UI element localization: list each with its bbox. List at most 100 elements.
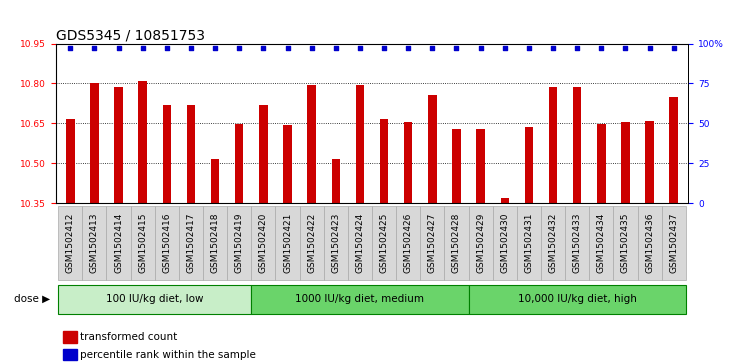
Point	[137, 45, 149, 51]
Bar	[525, 127, 533, 203]
Bar	[138, 81, 147, 203]
Bar	[621, 122, 629, 203]
Text: GSM1502435: GSM1502435	[621, 213, 630, 273]
Bar	[670, 97, 678, 203]
Point	[161, 45, 173, 51]
Text: GSM1502422: GSM1502422	[307, 213, 316, 273]
Text: GSM1502414: GSM1502414	[114, 213, 123, 273]
Bar	[661, 207, 686, 280]
Bar	[597, 124, 606, 203]
Bar	[356, 85, 364, 203]
Text: 1000 IU/kg diet, medium: 1000 IU/kg diet, medium	[295, 294, 424, 304]
Bar	[549, 87, 557, 203]
Text: GSM1502423: GSM1502423	[331, 213, 340, 273]
Bar	[259, 105, 268, 203]
Bar	[115, 87, 123, 203]
Text: GSM1502425: GSM1502425	[379, 213, 388, 273]
Bar	[541, 207, 565, 280]
Bar	[452, 129, 461, 203]
Bar	[187, 105, 195, 203]
Point	[64, 45, 76, 51]
Text: GSM1502413: GSM1502413	[90, 213, 99, 273]
Bar	[396, 207, 420, 280]
Bar	[211, 159, 219, 203]
Bar	[83, 207, 106, 280]
Bar	[469, 285, 686, 314]
Bar	[235, 124, 243, 203]
Text: GSM1502437: GSM1502437	[669, 213, 679, 273]
Point	[595, 45, 607, 51]
Text: GSM1502432: GSM1502432	[548, 213, 557, 273]
Bar	[155, 207, 179, 280]
Text: 10,000 IU/kg diet, high: 10,000 IU/kg diet, high	[518, 294, 637, 304]
Point	[185, 45, 197, 51]
Point	[475, 45, 487, 51]
Bar	[63, 331, 77, 343]
Point	[378, 45, 390, 51]
Bar	[613, 207, 638, 280]
Bar	[66, 119, 74, 203]
Text: GSM1502417: GSM1502417	[187, 213, 196, 273]
Text: GSM1502427: GSM1502427	[428, 213, 437, 273]
Bar	[573, 87, 581, 203]
Text: GSM1502420: GSM1502420	[259, 213, 268, 273]
Bar	[163, 105, 171, 203]
Text: GSM1502433: GSM1502433	[573, 213, 582, 273]
Point	[112, 45, 124, 51]
Point	[403, 45, 414, 51]
Text: GSM1502412: GSM1502412	[65, 213, 75, 273]
Bar	[493, 207, 517, 280]
Bar	[251, 207, 275, 280]
Point	[234, 45, 246, 51]
Bar	[332, 159, 340, 203]
Text: GDS5345 / 10851753: GDS5345 / 10851753	[56, 28, 205, 42]
Point	[306, 45, 318, 51]
Bar	[565, 207, 589, 280]
Point	[426, 45, 438, 51]
Text: GSM1502421: GSM1502421	[283, 213, 292, 273]
Bar	[469, 207, 493, 280]
Bar	[517, 207, 541, 280]
Bar	[645, 121, 654, 203]
Text: 100 IU/kg diet, low: 100 IU/kg diet, low	[106, 294, 204, 304]
Bar	[501, 198, 509, 203]
Bar	[348, 207, 372, 280]
Bar	[227, 207, 251, 280]
Point	[571, 45, 583, 51]
Bar	[131, 207, 155, 280]
Point	[451, 45, 463, 51]
Text: GSM1502418: GSM1502418	[211, 213, 219, 273]
Point	[523, 45, 535, 51]
Text: GSM1502428: GSM1502428	[452, 213, 461, 273]
Text: GSM1502431: GSM1502431	[525, 213, 533, 273]
Point	[620, 45, 632, 51]
Text: GSM1502434: GSM1502434	[597, 213, 606, 273]
Bar	[283, 125, 292, 203]
Bar	[90, 83, 99, 203]
Bar	[444, 207, 469, 280]
Point	[209, 45, 221, 51]
Bar	[420, 207, 444, 280]
Bar	[307, 85, 316, 203]
Bar	[179, 207, 203, 280]
Text: transformed count: transformed count	[80, 332, 178, 342]
Bar	[58, 207, 83, 280]
Bar	[63, 348, 77, 360]
Text: GSM1502416: GSM1502416	[162, 213, 171, 273]
Text: GSM1502415: GSM1502415	[138, 213, 147, 273]
Bar	[380, 119, 388, 203]
Bar	[589, 207, 613, 280]
Point	[644, 45, 655, 51]
Bar	[372, 207, 396, 280]
Bar	[251, 285, 469, 314]
Text: GSM1502436: GSM1502436	[645, 213, 654, 273]
Bar	[300, 207, 324, 280]
Text: percentile rank within the sample: percentile rank within the sample	[80, 350, 256, 359]
Point	[668, 45, 680, 51]
Text: dose ▶: dose ▶	[14, 294, 51, 304]
Bar	[404, 122, 412, 203]
Point	[354, 45, 366, 51]
Point	[330, 45, 341, 51]
Bar	[106, 207, 131, 280]
Point	[498, 45, 510, 51]
